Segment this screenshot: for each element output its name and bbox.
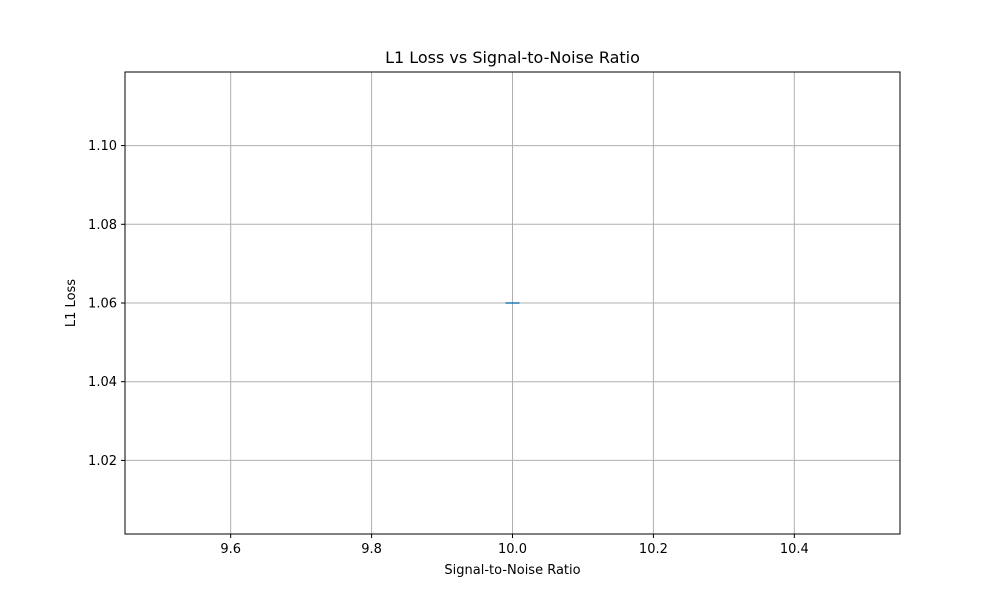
y-tick-label: 1.04 <box>88 375 117 390</box>
y-tick-label: 1.10 <box>88 139 117 154</box>
x-tick-label: 10.2 <box>639 542 668 557</box>
y-tick-label: 1.02 <box>88 454 117 469</box>
x-tick-label: 9.8 <box>361 542 382 557</box>
x-axis-label: Signal-to-Noise Ratio <box>444 563 580 578</box>
grid <box>125 72 900 534</box>
x-tick-label: 10.0 <box>498 542 527 557</box>
y-tick-label: 1.06 <box>88 297 117 312</box>
chart-title: L1 Loss vs Signal-to-Noise Ratio <box>385 48 640 67</box>
x-tick-label: 10.4 <box>780 542 809 557</box>
y-axis-label: L1 Loss <box>64 279 79 327</box>
x-tick-label: 9.6 <box>220 542 241 557</box>
axis-ticks: 9.6 9.8 10.0 10.2 10.4 1.02 1.04 1.06 1.08 1.10 <box>88 139 809 557</box>
y-tick-label: 1.08 <box>88 218 117 233</box>
